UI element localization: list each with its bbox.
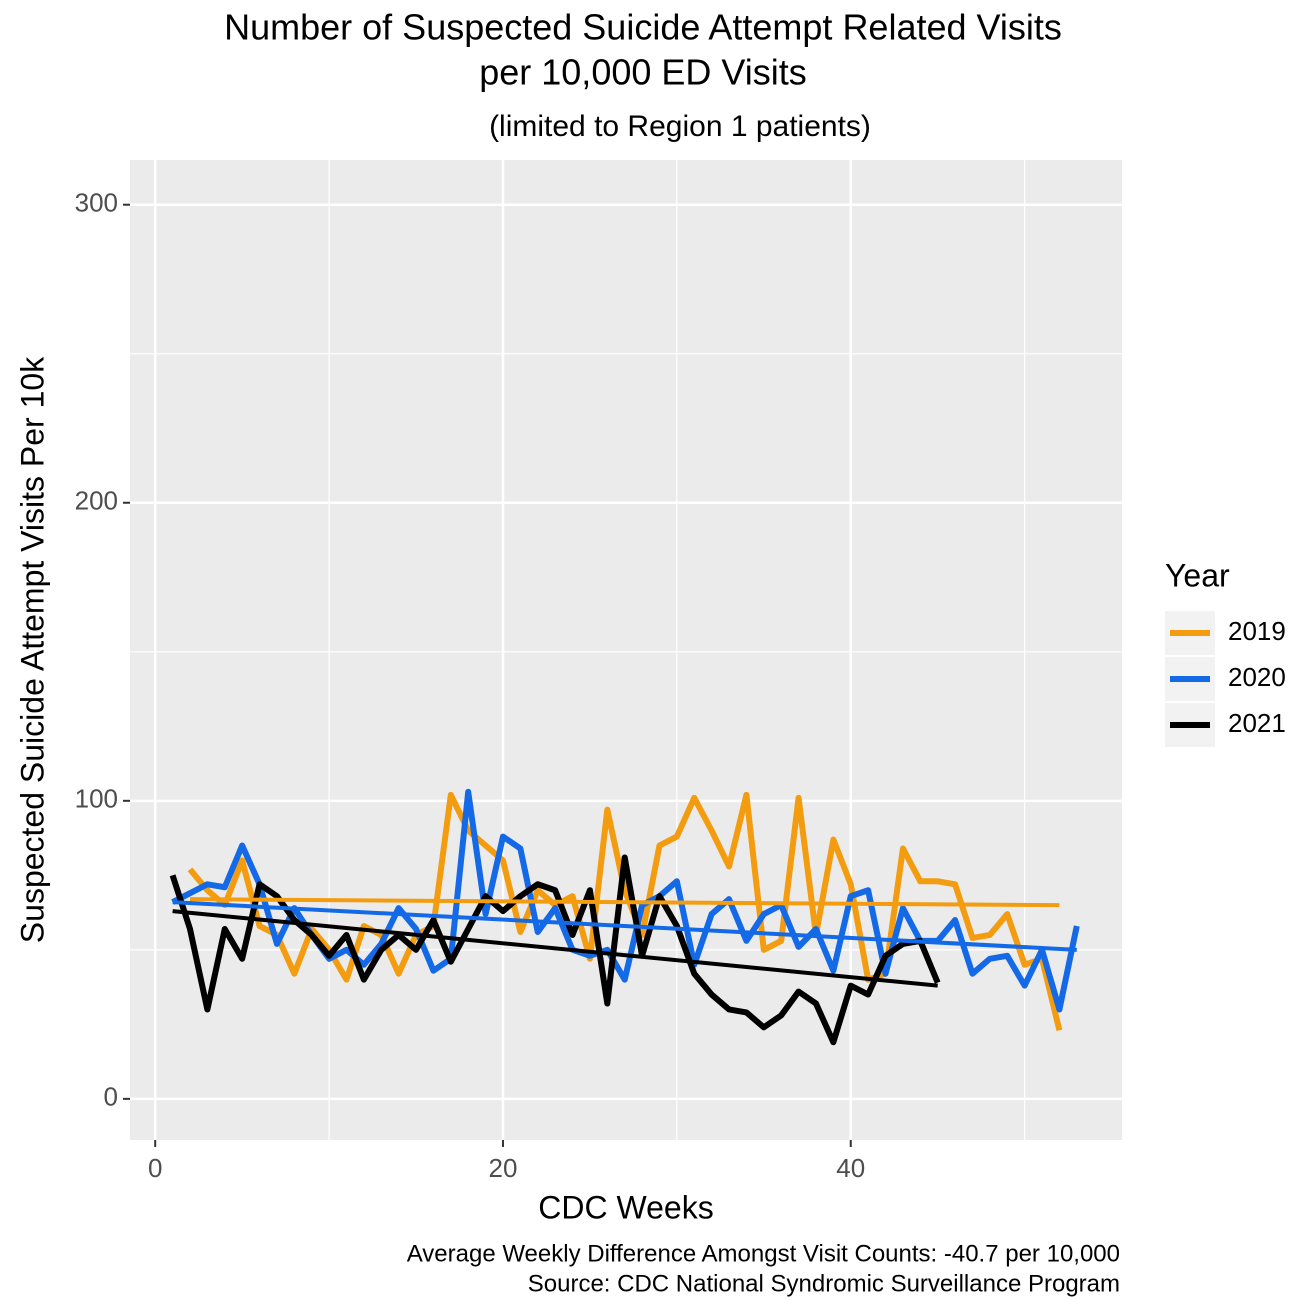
chart-title: Number of Suspected Suicide Attempt Rela…	[224, 7, 1062, 48]
trend-line	[189, 897, 1060, 908]
x-tick-label: 20	[489, 1153, 518, 1183]
legend-label: 2021	[1228, 708, 1286, 738]
series-line	[187, 791, 1063, 1032]
x-tick-label: 0	[148, 1153, 162, 1183]
x-axis-label: CDC Weeks	[538, 1189, 713, 1225]
y-tick-label: 300	[75, 188, 118, 218]
y-tick-label: 0	[104, 1082, 118, 1112]
marks	[169, 788, 1080, 1046]
caption: Source: CDC National Syndromic Surveilla…	[528, 1270, 1120, 1297]
trend-line	[172, 909, 938, 988]
y-tick-label: 200	[75, 486, 118, 516]
legend-label: 2020	[1228, 662, 1286, 692]
chart-subtitle: (limited to Region 1 patients)	[489, 110, 871, 143]
x-tick-label: 40	[836, 1153, 865, 1183]
plot-panel	[130, 160, 1122, 1140]
y-tick-label: 100	[75, 784, 118, 814]
caption: Average Weekly Difference Amongst Visit …	[407, 1240, 1120, 1267]
chart-title: per 10,000 ED Visits	[479, 52, 807, 93]
legend-title: Year	[1165, 557, 1230, 593]
y-axis-label: Suspected Suicide Attempt Visits Per 10k	[14, 356, 50, 943]
legend-label: 2019	[1228, 616, 1286, 646]
grid	[130, 160, 1122, 1140]
trend-line	[172, 900, 1077, 952]
